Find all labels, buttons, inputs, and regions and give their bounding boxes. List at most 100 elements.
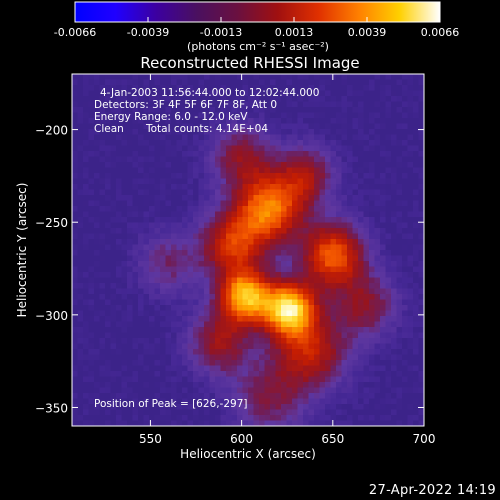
heatmap-cell [336,85,342,91]
heatmap-cell [363,305,370,311]
heatmap-cell [182,140,188,146]
heatmap-cell [237,255,243,262]
heatmap-cell [402,162,408,168]
heatmap-cell [127,222,133,229]
heatmap-cell [264,376,271,383]
heatmap-cell [264,74,271,80]
heatmap-cell [226,228,232,234]
heatmap-cell [330,420,337,426]
heatmap-cell [237,140,243,146]
heatmap-cell [341,129,348,135]
heatmap-cell [121,266,128,273]
heatmap-cell [72,360,78,366]
heatmap-cell [347,85,353,91]
heatmap-cell [99,233,106,240]
heatmap-cell [248,239,254,245]
heatmap-cell [160,211,166,218]
heatmap-cell [270,404,276,410]
heatmap-cell [319,145,326,152]
heatmap-cell [391,107,397,113]
heatmap-cell [105,151,111,157]
heatmap-cell [220,96,227,102]
heatmap-cell [215,382,221,388]
heatmap-cell [248,321,254,328]
heatmap-cell [138,162,144,168]
heatmap-cell [281,398,287,405]
heatmap-cell [292,255,298,262]
heatmap-cell [220,420,227,426]
heatmap-cell [253,101,260,108]
heatmap-cell [407,211,414,218]
heatmap-cell [391,288,397,295]
heatmap-cell [325,178,331,185]
heatmap-cell [275,261,282,267]
heatmap-cell [275,178,282,185]
heatmap-cell [132,420,139,426]
heatmap-cell [110,321,117,328]
heatmap-cell [176,222,183,229]
heatmap-cell [275,233,282,240]
heatmap-cell [110,217,117,223]
heatmap-cell [182,151,188,157]
heatmap-cell [105,283,111,289]
heatmap-cell [336,332,342,339]
heatmap-cell [347,107,353,113]
heatmap-cell [198,371,205,377]
heatmap-cell [88,228,95,234]
heatmap-cell [325,316,331,322]
heatmap-cell [363,118,370,124]
heatmap-cell [143,349,150,355]
heatmap-cell [83,145,89,152]
heatmap-cell [391,376,397,383]
heatmap-cell [182,217,188,223]
heatmap-cell [413,316,419,322]
heatmap-cell [143,321,150,328]
heatmap-cell [149,101,155,108]
heatmap-cell [83,200,89,207]
heatmap-cell [396,217,403,223]
heatmap-cell [171,365,177,372]
heatmap-cell [237,266,243,273]
heatmap-cell [297,398,304,405]
heatmap-cell [88,365,95,372]
heatmap-cell [259,167,265,174]
heatmap-cell [176,140,183,146]
heatmap-cell [352,393,359,399]
heatmap-cell [380,101,386,108]
heatmap-cell [374,294,381,300]
heatmap-cell [121,305,128,311]
heatmap-cell [204,266,210,273]
heatmap-cell [253,200,260,207]
heatmap-cell [358,371,364,377]
heatmap-cell [363,85,370,91]
heatmap-cell [325,387,331,394]
heatmap-cell [259,310,265,317]
heatmap-cell [286,167,293,174]
heatmap-cell [88,129,95,135]
heatmap-cell [264,261,271,267]
heatmap-cell [193,261,199,267]
heatmap-cell [116,101,122,108]
heatmap-cell [407,382,414,388]
heatmap-cell [138,145,144,152]
heatmap-cell [138,332,144,339]
heatmap-cell [308,420,315,426]
heatmap-cell [369,96,375,102]
heatmap-cell [143,222,150,229]
heatmap-cell [209,74,216,80]
heatmap-cell [248,200,254,207]
heatmap-cell [220,206,227,212]
heatmap-cell [72,195,78,201]
heatmap-cell [396,211,403,218]
heatmap-cell [413,283,419,289]
heatmap-cell [319,167,326,174]
heatmap-cell [264,255,271,262]
heatmap-cell [226,321,232,328]
heatmap-cell [121,255,128,262]
heatmap-cell [336,277,342,284]
heatmap-cell [143,299,150,306]
heatmap-cell [242,239,249,245]
heatmap-cell [226,261,232,267]
heatmap-cell [407,387,414,394]
heatmap-cell [264,222,271,229]
